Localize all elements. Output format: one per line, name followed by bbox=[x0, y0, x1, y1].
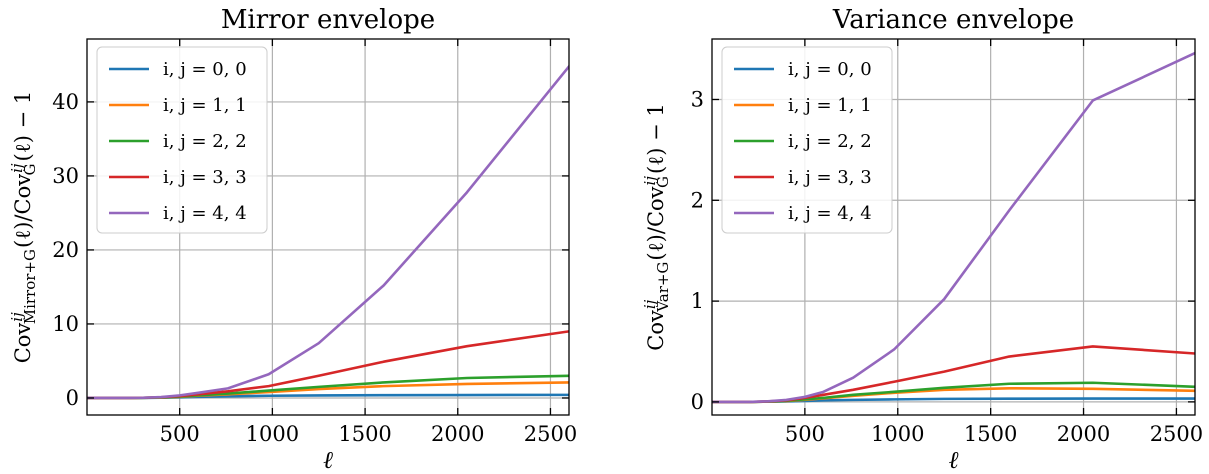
legend-label-3: i, j = 3, 3 bbox=[163, 167, 247, 188]
chart-title: Mirror envelope bbox=[221, 5, 435, 35]
x-tick-label: 1000 bbox=[246, 422, 299, 446]
x-tick-label: 2000 bbox=[431, 422, 484, 446]
y-axis-label: CovijMirror+G(ℓ)/CovijG(ℓ) − 1 bbox=[8, 91, 39, 364]
x-tick-label: 1500 bbox=[338, 422, 391, 446]
legend: i, j = 0, 0 i, j = 1, 1 i, j = 2, 2 i, j = … bbox=[96, 46, 268, 234]
legend-box bbox=[721, 46, 893, 234]
legend: i, j = 0, 0 i, j = 1, 1 i, j = 2, 2 i, j = … bbox=[721, 46, 893, 234]
legend-box bbox=[96, 46, 268, 234]
series-group bbox=[712, 51, 1195, 404]
plot-frame bbox=[86, 38, 570, 416]
x-axis-label: ℓ bbox=[949, 446, 959, 474]
legend-label-4: i, j = 4, 4 bbox=[788, 203, 872, 224]
y-tick-label: 3 bbox=[691, 87, 704, 111]
x-tick-label: 2500 bbox=[1150, 422, 1203, 446]
legend-label-0: i, j = 0, 0 bbox=[788, 59, 872, 80]
x-tick-label: 500 bbox=[160, 422, 200, 446]
x-tick-label: 2000 bbox=[1057, 422, 1110, 446]
y-tick-label: 2 bbox=[691, 188, 704, 212]
legend-label-2: i, j = 2, 2 bbox=[163, 131, 247, 152]
x-tick-label: 500 bbox=[785, 422, 825, 446]
chart-title: Variance envelope bbox=[832, 5, 1074, 35]
legend-label-0: i, j = 0, 0 bbox=[163, 59, 247, 80]
series-line-4 bbox=[712, 51, 1195, 404]
chart-panel-1: 500 1000 1500 2000 2500 0 10 20 30 40 Mirror envel… bbox=[8, 5, 577, 474]
y-tick-label: 10 bbox=[52, 312, 79, 336]
legend-label-3: i, j = 3, 3 bbox=[788, 167, 872, 188]
y-tick-label: 0 bbox=[691, 390, 704, 414]
x-axis-label: ℓ bbox=[323, 446, 333, 474]
y-tick-label: 40 bbox=[52, 90, 79, 114]
series-line-3 bbox=[712, 345, 1195, 404]
plot-frame bbox=[711, 38, 1196, 416]
y-axis-label: CovijVar+G(ℓ)/CovijG(ℓ) − 1 bbox=[641, 103, 672, 350]
y-tick-label: 20 bbox=[52, 238, 79, 262]
x-tick-label: 1500 bbox=[964, 422, 1017, 446]
legend-label-2: i, j = 2, 2 bbox=[788, 131, 872, 152]
legend-label-1: i, j = 1, 1 bbox=[788, 95, 872, 116]
series-group bbox=[87, 65, 569, 400]
y-tick-label: 1 bbox=[691, 289, 704, 313]
y-tick-label: 0 bbox=[66, 386, 79, 410]
series-line-4 bbox=[87, 65, 569, 400]
x-tick-label: 1000 bbox=[871, 422, 924, 446]
legend-label-1: i, j = 1, 1 bbox=[163, 95, 247, 116]
y-tick-label: 30 bbox=[52, 164, 79, 188]
chart-panel-2: 500 1000 1500 2000 2500 0 1 2 3 Variance envelope… bbox=[641, 5, 1203, 474]
legend-label-4: i, j = 4, 4 bbox=[163, 203, 247, 224]
x-tick-label: 2500 bbox=[524, 422, 577, 446]
